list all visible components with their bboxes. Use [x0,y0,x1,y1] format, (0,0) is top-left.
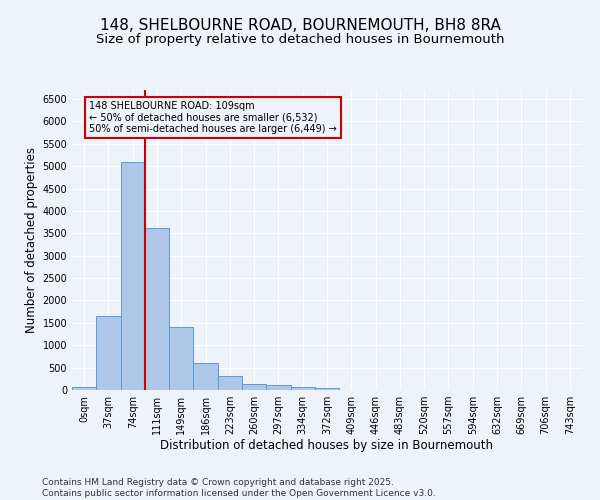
Bar [145,228,169,390]
Text: Contains HM Land Registry data © Crown copyright and database right 2025.
Contai: Contains HM Land Registry data © Crown c… [42,478,436,498]
Bar [169,328,193,390]
Bar [121,162,145,390]
X-axis label: Distribution of detached houses by size in Bournemouth: Distribution of detached houses by size … [161,438,493,452]
Bar [290,388,315,390]
Bar [315,388,339,390]
Bar [96,316,121,390]
Text: 148 SHELBOURNE ROAD: 109sqm
← 50% of detached houses are smaller (6,532)
50% of : 148 SHELBOURNE ROAD: 109sqm ← 50% of det… [89,101,337,134]
Bar [193,362,218,390]
Bar [218,376,242,390]
Bar [266,385,290,390]
Bar [72,388,96,390]
Text: Size of property relative to detached houses in Bournemouth: Size of property relative to detached ho… [96,32,504,46]
Y-axis label: Number of detached properties: Number of detached properties [25,147,38,333]
Bar [242,384,266,390]
Text: 148, SHELBOURNE ROAD, BOURNEMOUTH, BH8 8RA: 148, SHELBOURNE ROAD, BOURNEMOUTH, BH8 8… [100,18,500,32]
